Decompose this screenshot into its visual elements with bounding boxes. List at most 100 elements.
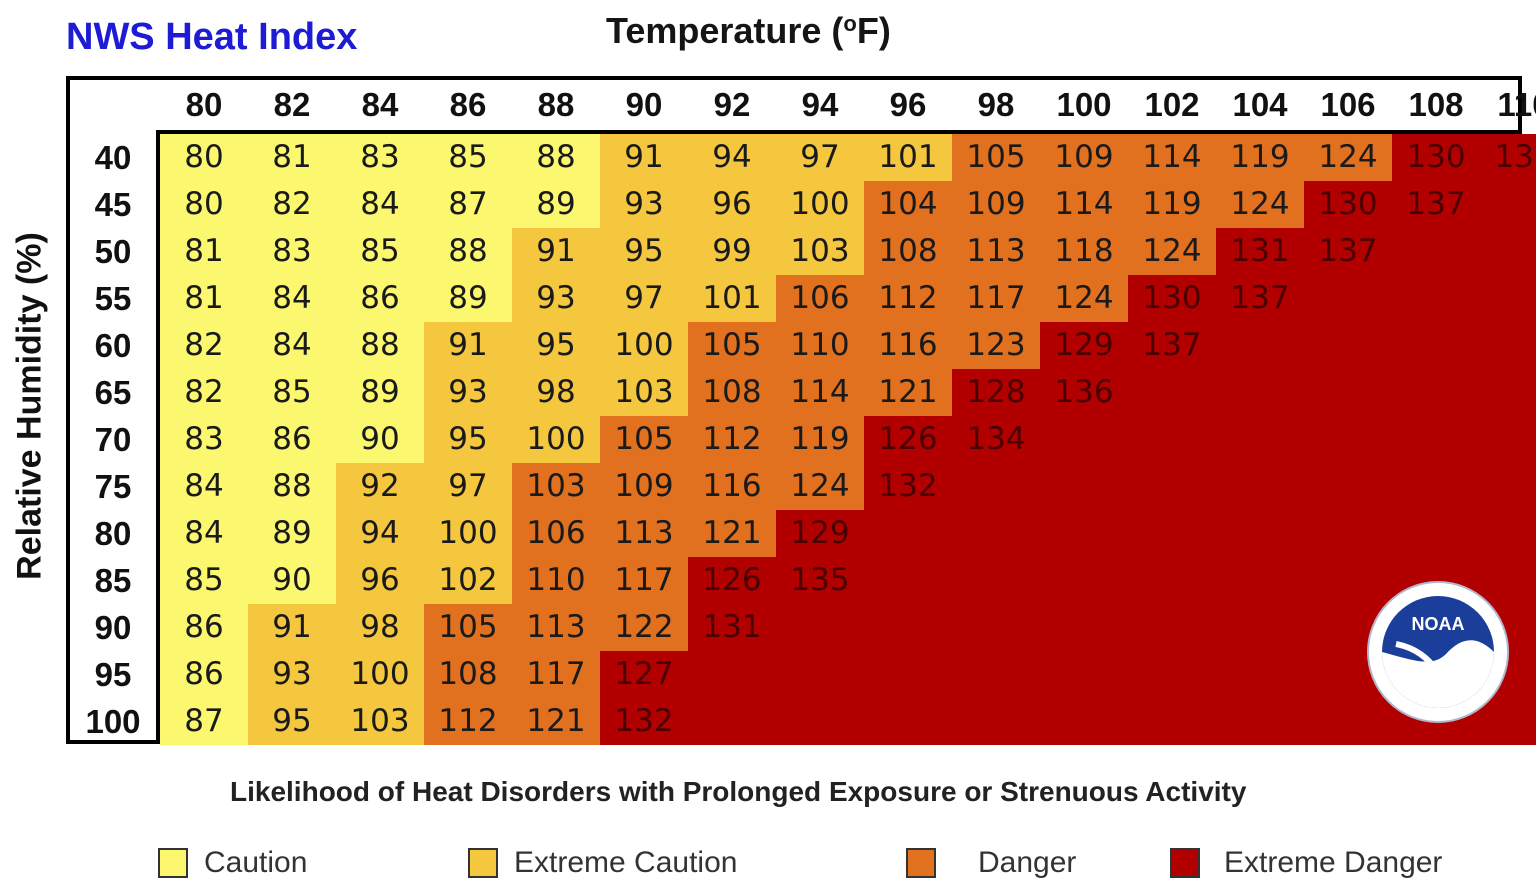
heat-index-grid: 8081838588919497101105109114119124130136…: [156, 130, 1536, 745]
heat-index-cell-extreme-danger: [1128, 510, 1216, 557]
heat-index-cell-danger: 112: [688, 416, 776, 463]
heat-index-cell-extreme-danger: 132: [600, 698, 688, 745]
heat-index-cell-danger: 108: [424, 651, 512, 698]
heat-index-cell-extreme-danger: [1304, 698, 1392, 745]
heat-index-cell-extreme-danger: [1216, 557, 1304, 604]
heat-index-cell-extreme-danger: [688, 651, 776, 698]
heat-index-cell-danger: 121: [512, 698, 600, 745]
temperature-label-84: 84: [361, 86, 399, 123]
heat-index-cell-extreme-danger: [864, 510, 952, 557]
heat-index-cell-extreme-caution: 93: [424, 369, 512, 416]
heat-index-cell-caution: 86: [160, 651, 248, 698]
heat-index-cell-extreme-danger: [1040, 698, 1128, 745]
heat-index-cell-extreme-danger: 128: [952, 369, 1040, 416]
heat-index-cell-caution: 89: [424, 275, 512, 322]
heat-index-cell-extreme-danger: [1040, 463, 1128, 510]
heat-index-cell-caution: 87: [160, 698, 248, 745]
heat-index-cell-extreme-danger: [1216, 510, 1304, 557]
heat-index-cell-extreme-danger: [1040, 651, 1128, 698]
heat-index-cell-extreme-caution: 100: [424, 510, 512, 557]
heat-index-cell-extreme-danger: [1480, 275, 1536, 322]
heat-index-cell-extreme-danger: [952, 510, 1040, 557]
heat-index-cell-extreme-caution: 95: [248, 698, 336, 745]
heat-index-cell-extreme-danger: [1392, 322, 1480, 369]
heat-index-cell-danger: 119: [1128, 181, 1216, 228]
heat-index-cell-extreme-danger: [1216, 651, 1304, 698]
heat-index-cell-extreme-danger: [1392, 369, 1480, 416]
heat-index-cell-danger: 110: [512, 557, 600, 604]
heat-index-row-75: 84 88 92 97 103 109 116 124 132: [160, 463, 1536, 510]
heat-index-cell-extreme-danger: [1480, 463, 1536, 510]
heat-index-cell-extreme-caution: 98: [512, 369, 600, 416]
heat-index-cell-caution: 88: [424, 228, 512, 275]
temperature-label-86: 86: [449, 86, 487, 123]
heat-index-cell-caution: 84: [336, 181, 424, 228]
heat-index-cell-extreme-danger: [1128, 698, 1216, 745]
legend-swatch-extreme-danger: [1170, 848, 1200, 878]
heat-index-cell-danger: 105: [424, 604, 512, 651]
heat-index-cell-caution: 83: [336, 134, 424, 181]
heat-index-cell-danger: 122: [600, 604, 688, 651]
heat-index-cell-extreme-caution: 95: [512, 322, 600, 369]
y-axis-title: Relative Humidity (%): [10, 232, 49, 580]
humidity-label-70: 70: [94, 421, 132, 458]
heat-index-row-95: 86 93 100 108 117 127: [160, 651, 1536, 698]
heat-index-cell-extreme-caution: 93: [512, 275, 600, 322]
heat-index-cell-extreme-caution: 103: [336, 698, 424, 745]
heat-index-cell-danger: 124: [1040, 275, 1128, 322]
heat-index-cell-caution: 81: [160, 275, 248, 322]
humidity-label-55: 55: [94, 280, 132, 317]
temperature-label-102: 102: [1144, 86, 1200, 123]
heat-index-cell-danger: 117: [600, 557, 688, 604]
heat-index-cell-danger: 105: [952, 134, 1040, 181]
heat-index-cell-extreme-danger: [952, 557, 1040, 604]
humidity-label-50: 50: [94, 233, 132, 270]
heat-index-cell-extreme-caution: 100: [512, 416, 600, 463]
heat-index-cell-extreme-danger: [776, 604, 864, 651]
heat-index-cell-caution: 82: [160, 322, 248, 369]
heat-index-cell-extreme-danger: 137: [1128, 322, 1216, 369]
heat-index-cell-caution: 90: [248, 557, 336, 604]
heat-index-cell-extreme-danger: [1040, 604, 1128, 651]
temperature-label-96: 96: [889, 86, 927, 123]
heat-index-cell-caution: 84: [160, 510, 248, 557]
heat-index-cell-danger: 124: [776, 463, 864, 510]
heat-index-cell-caution: 80: [160, 134, 248, 181]
heat-index-cell-caution: 84: [248, 275, 336, 322]
temperature-label-90: 90: [625, 86, 663, 123]
heat-index-cell-extreme-danger: [1128, 416, 1216, 463]
heat-index-cell-extreme-danger: 131: [1216, 228, 1304, 275]
heat-index-cell-extreme-danger: 129: [1040, 322, 1128, 369]
heat-index-cell-extreme-danger: 137: [1304, 228, 1392, 275]
temperature-label-104: 104: [1232, 86, 1288, 123]
heat-index-cell-caution: 84: [160, 463, 248, 510]
heat-index-cell-danger: 105: [688, 322, 776, 369]
legend-item-caution: Caution: [158, 844, 307, 882]
temperature-label-98: 98: [977, 86, 1015, 123]
heat-index-cell-extreme-danger: [1304, 275, 1392, 322]
heat-index-cell-extreme-danger: [952, 463, 1040, 510]
heat-index-cell-extreme-danger: [1128, 369, 1216, 416]
heat-index-cell-extreme-danger: [1480, 181, 1536, 228]
heat-index-row-45: 80 82 84 87 89 93 96 100 104 109 114 119 124 130 137: [160, 181, 1536, 228]
heat-index-cell-danger: 113: [952, 228, 1040, 275]
heat-index-cell-extreme-danger: [1304, 463, 1392, 510]
heat-index-cell-extreme-danger: 126: [688, 557, 776, 604]
legend-label-danger: Danger: [978, 846, 1077, 879]
heat-index-cell-extreme-danger: [1216, 322, 1304, 369]
temperature-label-110: 110: [1497, 86, 1536, 123]
heat-index-table: 80828486889092949698100102104106108110 8…: [66, 76, 1536, 745]
heat-index-cell-danger: 112: [864, 275, 952, 322]
temperature-label-100: 100: [1056, 86, 1112, 123]
heat-index-cell-extreme-caution: 101: [688, 275, 776, 322]
heat-index-cell-caution: 85: [160, 557, 248, 604]
heat-index-cell-extreme-danger: [1216, 416, 1304, 463]
heat-index-cell-extreme-caution: 93: [600, 181, 688, 228]
heat-index-cell-extreme-danger: 132: [864, 463, 952, 510]
legend-item-extreme-caution: Extreme Caution: [468, 844, 737, 882]
heat-index-cell-extreme-danger: [1480, 510, 1536, 557]
heat-index-cell-extreme-danger: [1392, 416, 1480, 463]
heat-index-cell-extreme-danger: [1480, 322, 1536, 369]
heat-index-cell-extreme-danger: [1392, 463, 1480, 510]
heat-index-cell-extreme-danger: [1216, 604, 1304, 651]
